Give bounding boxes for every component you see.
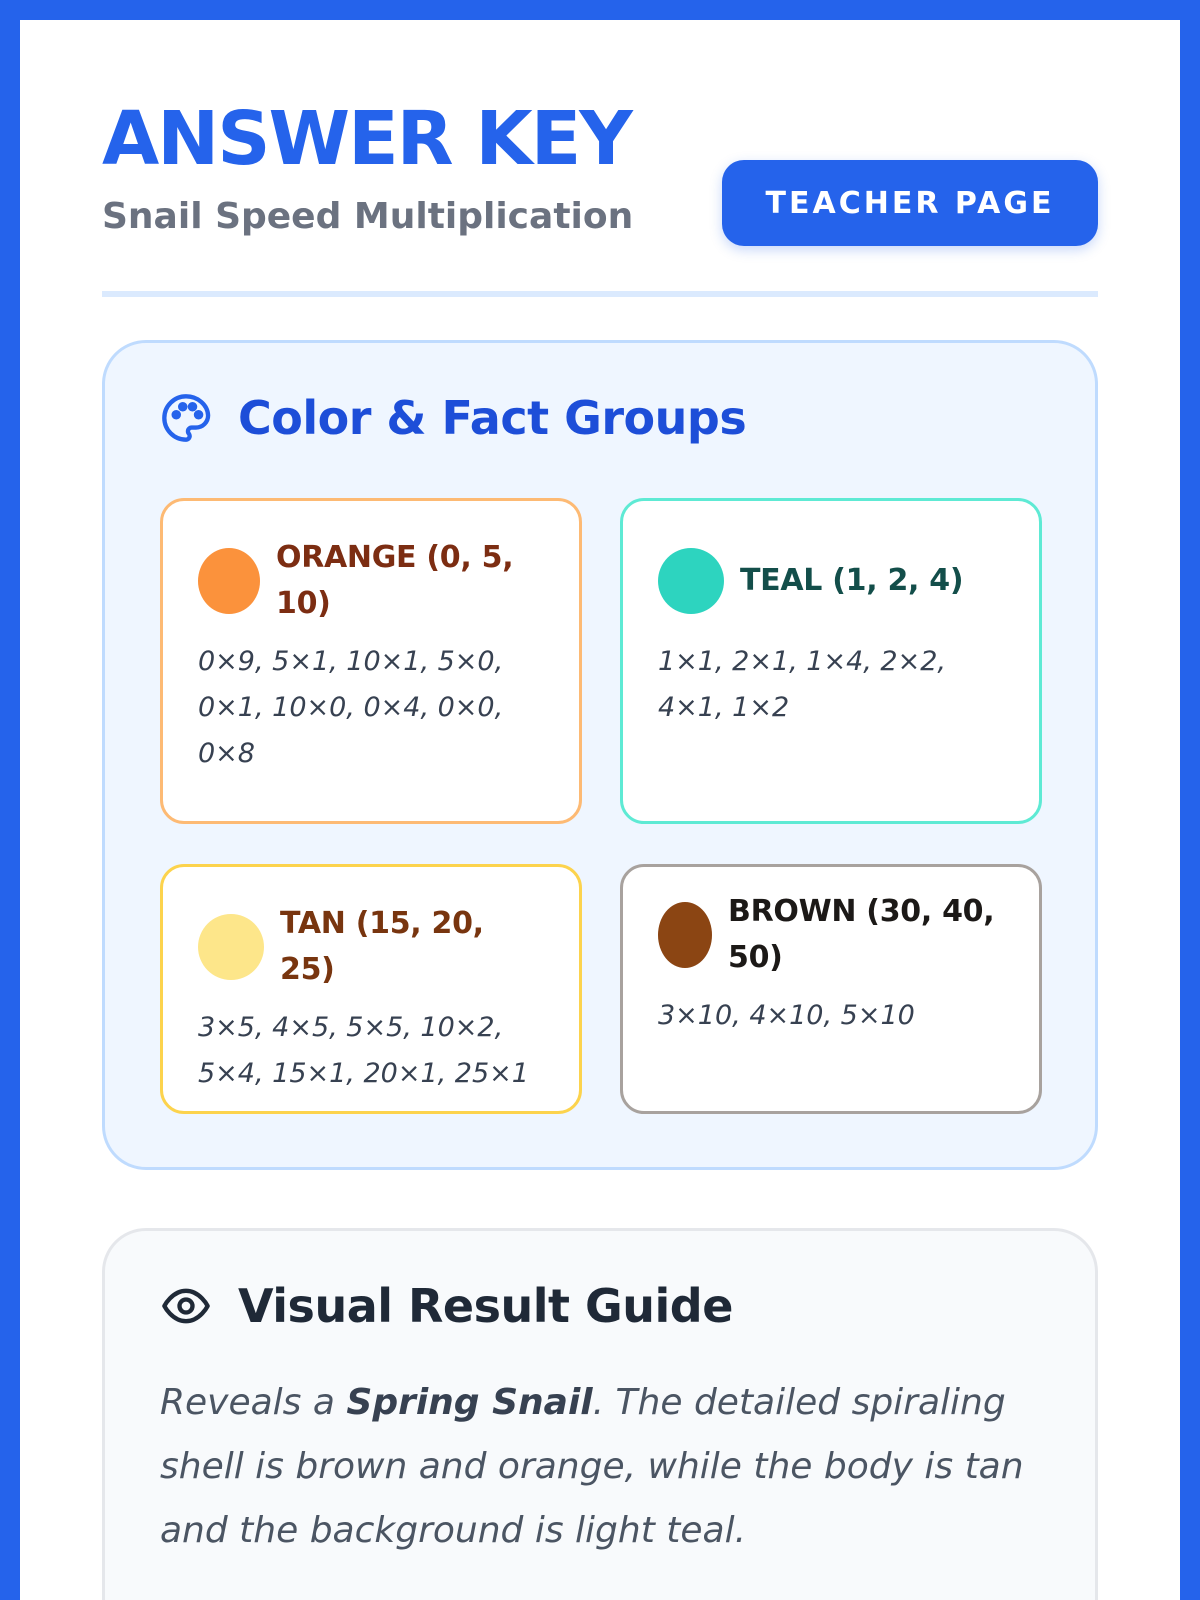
color-group-label: TEAL (1, 2, 4) bbox=[740, 563, 964, 598]
color-group-label: ORANGE (0, 5, 10) bbox=[276, 540, 514, 621]
visual-result-guide-panel: Visual Result Guide Reveals a Spring Sna… bbox=[102, 1228, 1098, 1600]
color-group-card-tan: TAN (15, 20, 25) 3×5, 4×5, 5×5, 10×2, 5×… bbox=[160, 864, 582, 1114]
color-group-card-brown: BROWN (30, 40, 50) 3×10, 4×10, 5×10 bbox=[620, 864, 1042, 1114]
visual-result-guide-heading: Visual Result Guide bbox=[160, 1279, 733, 1333]
color-group-facts: 3×5, 4×5, 5×5, 10×2, 5×4, 15×1, 20×1, 25… bbox=[198, 1012, 529, 1089]
teal-swatch bbox=[658, 548, 724, 614]
palette-icon bbox=[160, 392, 212, 444]
color-group-grid: ORANGE (0, 5, 10) 0×9, 5×1, 10×1, 5×0, 0… bbox=[160, 498, 1042, 1114]
page-subtitle: Snail Speed Multiplication bbox=[102, 196, 634, 237]
color-fact-groups-panel: Color & Fact Groups ORANGE (0, 5, 10) 0×… bbox=[102, 340, 1098, 1170]
teacher-page-button[interactable]: TEACHER PAGE bbox=[722, 160, 1098, 246]
guide-emphasis: Spring Snail bbox=[346, 1382, 593, 1423]
color-group-label: BROWN (30, 40, 50) bbox=[728, 894, 995, 975]
color-group-card-teal: TEAL (1, 2, 4) 1×1, 2×1, 1×4, 2×2, 4×1, … bbox=[620, 498, 1042, 824]
orange-swatch bbox=[198, 548, 260, 614]
brown-swatch bbox=[658, 902, 712, 968]
tan-swatch bbox=[198, 914, 264, 980]
visual-result-guide-title: Visual Result Guide bbox=[238, 1279, 733, 1333]
color-group-facts: 3×10, 4×10, 5×10 bbox=[658, 1000, 915, 1031]
guide-text-after: . The detailed spiraling shell is brown … bbox=[160, 1382, 1024, 1551]
page-header: ANSWER KEY Snail Speed Multiplication TE… bbox=[102, 20, 1098, 297]
guide-text-before: Reveals a bbox=[160, 1382, 347, 1423]
color-fact-groups-title: Color & Fact Groups bbox=[238, 391, 747, 445]
page-title: ANSWER KEY bbox=[102, 96, 633, 182]
color-group-card-orange: ORANGE (0, 5, 10) 0×9, 5×1, 10×1, 5×0, 0… bbox=[160, 498, 582, 824]
eye-icon bbox=[160, 1280, 212, 1332]
color-fact-groups-heading: Color & Fact Groups bbox=[160, 391, 747, 445]
visual-result-description: Reveals a Spring Snail. The detailed spi… bbox=[160, 1371, 1040, 1563]
color-group-label: TAN (15, 20, 25) bbox=[280, 906, 484, 987]
color-group-facts: 0×9, 5×1, 10×1, 5×0, 0×1, 10×0, 0×4, 0×0… bbox=[198, 646, 504, 769]
color-group-facts: 1×1, 2×1, 1×4, 2×2, 4×1, 1×2 bbox=[658, 646, 946, 723]
